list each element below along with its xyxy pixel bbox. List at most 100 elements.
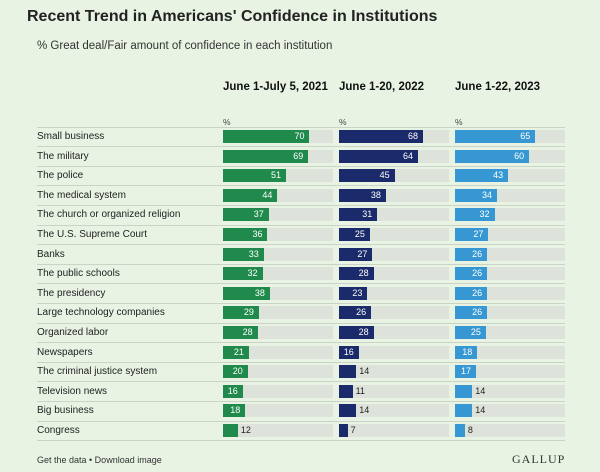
bar (223, 345, 249, 359)
header-divider (37, 127, 565, 128)
row-divider (37, 146, 565, 148)
bar-value-label: 14 (475, 385, 486, 396)
bar (223, 247, 264, 261)
bar (455, 345, 478, 359)
bar (223, 384, 243, 398)
bar (223, 228, 268, 241)
bar (223, 169, 286, 183)
bar-value-label: 14 (359, 366, 370, 377)
bar-value-label: 14 (475, 405, 486, 416)
bar (339, 130, 423, 143)
row-divider (37, 420, 565, 422)
category-label: The criminal justice system (37, 366, 158, 378)
bar-value-label: 28 (358, 327, 369, 337)
bar-value-label: 38 (254, 287, 265, 298)
bar-track: 70 (223, 130, 333, 143)
bar (455, 149, 530, 163)
row-divider (37, 322, 565, 324)
bar-value-label: 27 (357, 248, 368, 259)
category-label: Banks (37, 248, 65, 260)
bar-value-label: 12 (240, 425, 251, 435)
bar-value-label: 28 (242, 327, 253, 337)
footer-links[interactable]: Get the data • Download image (37, 455, 162, 465)
bar-value-label: 60 (514, 150, 525, 161)
bar (339, 384, 353, 398)
bar-value-label: 38 (370, 189, 381, 200)
row-divider (37, 342, 565, 344)
category-label: Congress (37, 425, 80, 436)
bar-value-label: 16 (343, 346, 354, 357)
bar-value-label: 20 (232, 366, 243, 377)
bar-value-label: 51 (270, 170, 281, 181)
bar-value-label: 43 (493, 170, 504, 181)
bar-track: 25 (339, 228, 449, 241)
row-divider (37, 165, 565, 167)
category-label: Television news (37, 385, 108, 397)
bar-track: 21 (223, 345, 333, 359)
bar-value-label: 31 (362, 209, 373, 220)
bar-value-label: 18 (462, 346, 473, 357)
category-label: The U.S. Supreme Court (37, 229, 148, 240)
row-divider (37, 283, 565, 285)
bar-value-label: 28 (358, 268, 369, 279)
bar (455, 384, 473, 398)
bar (455, 130, 536, 143)
bar-track: 17 (455, 365, 565, 379)
bar-value-label: 26 (472, 307, 483, 318)
category-label: The presidency (37, 287, 106, 299)
bar-track: 26 (455, 247, 565, 261)
percent-unit-label: % (455, 117, 463, 127)
bar (223, 267, 263, 281)
bar (339, 404, 357, 418)
series-header-2: June 1-20, 2022 (339, 81, 425, 93)
category-label: The public schools (37, 268, 120, 280)
bar-track: 28 (223, 326, 333, 339)
bar-value-label: 68 (407, 131, 418, 141)
row-divider (37, 263, 565, 265)
row-divider (37, 400, 565, 402)
bar (339, 306, 372, 320)
category-label: The police (37, 170, 84, 182)
chart-subtitle: % Great deal/Fair amount of confidence i… (37, 40, 333, 52)
bar-track: 64 (339, 149, 449, 163)
bar-track: 27 (339, 247, 449, 261)
gallup-logo: GALLUP (512, 452, 566, 466)
bar (223, 208, 269, 222)
percent-unit-label: % (223, 117, 231, 127)
bar-track: 14 (455, 404, 565, 418)
bar-value-label: 23 (352, 287, 363, 298)
row-divider (37, 204, 565, 206)
bar-value-label: 32 (247, 268, 258, 279)
bar-track: 68 (339, 130, 449, 143)
bar-value-label: 70 (294, 131, 305, 141)
bar-track: 25 (455, 326, 565, 339)
percent-unit-label: % (339, 117, 347, 127)
bar-track: 32 (455, 208, 565, 222)
bar-track: 69 (223, 149, 333, 163)
bar-track: 34 (455, 188, 565, 202)
bar (455, 247, 488, 261)
row-divider (37, 381, 565, 383)
bar-value-label: 44 (262, 189, 273, 200)
bar-track: 14 (339, 365, 449, 379)
bar-track: 37 (223, 208, 333, 222)
bar-value-label: 25 (470, 327, 481, 337)
bar-track: 44 (223, 188, 333, 202)
bar-value-label: 8 (467, 425, 473, 435)
row-divider (37, 302, 565, 304)
bar (339, 345, 359, 359)
bar (339, 149, 419, 163)
bar-value-label: 27 (473, 229, 484, 239)
bar-track: 14 (455, 384, 565, 398)
bar-value-label: 26 (472, 268, 483, 279)
category-label: Small business (37, 131, 105, 142)
bar-track: 31 (339, 208, 449, 222)
bar-value-label: 26 (472, 287, 483, 298)
bar (455, 188, 497, 202)
bar-value-label: 14 (359, 405, 370, 416)
bar-track: 12 (223, 424, 333, 437)
bar-value-label: 26 (356, 307, 367, 318)
bar-track: 45 (339, 169, 449, 183)
category-label: The medical system (37, 189, 126, 201)
bar-value-label: 36 (252, 229, 263, 239)
